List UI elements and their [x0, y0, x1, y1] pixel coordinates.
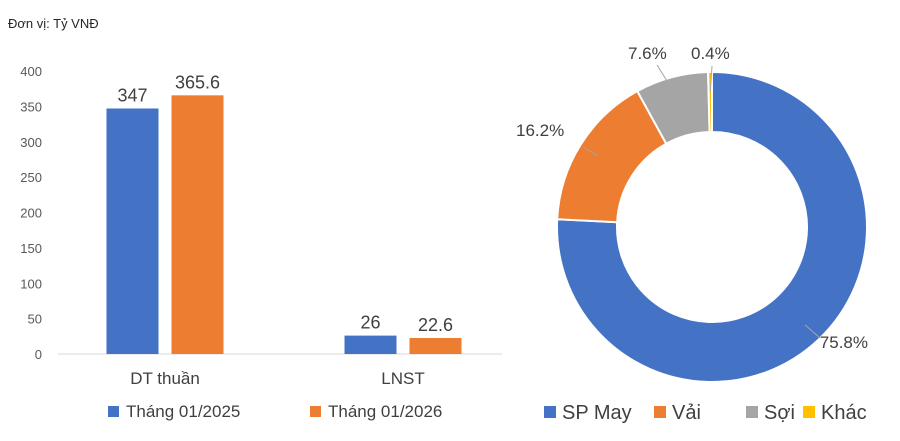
legend-label: Vải: [672, 402, 701, 424]
donut-data-label: 0.4%: [691, 44, 730, 63]
legend-label: SP May: [562, 402, 632, 424]
x-category-label: DT thuần: [130, 369, 200, 388]
legend-swatch: [803, 406, 815, 418]
bar-2-1: [171, 95, 224, 354]
y-tick-label: 150: [20, 241, 42, 256]
donut-slice-1: [556, 70, 868, 383]
bar-legend: Tháng 01/2025 Tháng 01/2026: [108, 402, 442, 421]
legend-label: Sợi: [764, 402, 795, 424]
donut-data-label: 75.8%: [820, 333, 868, 352]
y-tick-label: 0: [35, 347, 42, 362]
bar-data-label: 22.6: [418, 315, 453, 335]
bar-1-1: [106, 108, 159, 354]
bar-data-label: 365.6: [175, 72, 220, 92]
y-tick-label: 200: [20, 206, 42, 221]
legend-swatch: [544, 406, 556, 418]
y-tick-label: 250: [20, 170, 42, 185]
y-tick-label: 50: [28, 312, 42, 327]
bar-2-2: [409, 338, 462, 354]
y-tick-label: 400: [20, 64, 42, 79]
legend-swatch: [108, 406, 119, 417]
bar-marks: 347 365.6 26 22.6: [106, 72, 462, 354]
donut-leader-lines: [582, 64, 821, 339]
y-tick-label: 100: [20, 276, 42, 291]
donut-labels: 75.8% 16.2% 7.6% 0.4%: [516, 44, 868, 352]
donut-chart: 75.8% 16.2% 7.6% 0.4% SP May Vải Sợi Khác: [516, 44, 868, 424]
x-category-label: LNST: [381, 369, 424, 388]
donut-legend: SP May Vải Sợi Khác: [544, 402, 867, 424]
y-axis-ticks: 0 50 100 150 200 250 300 350 400: [20, 64, 42, 362]
legend-swatch: [746, 406, 758, 418]
x-axis-categories: DT thuần LNST: [130, 369, 425, 388]
donut-slices: [556, 70, 868, 383]
donut-data-label: 16.2%: [516, 121, 564, 140]
legend-label: Khác: [821, 402, 867, 424]
leader-line: [804, 324, 821, 339]
legend-label: Tháng 01/2026: [328, 402, 442, 421]
y-tick-label: 300: [20, 135, 42, 150]
leader-line: [656, 64, 678, 97]
legend-swatch: [310, 406, 321, 417]
legend-swatch: [654, 406, 666, 418]
legend-label: Tháng 01/2025: [126, 402, 240, 421]
y-tick-label: 350: [20, 99, 42, 114]
unit-label: Đơn vị: Tỷ VNĐ: [8, 16, 99, 31]
bar-1-2: [344, 335, 397, 354]
leader-line: [709, 65, 713, 93]
bar-data-label: 26: [360, 313, 380, 333]
bar-data-label: 347: [117, 85, 147, 105]
leader-line: [582, 146, 598, 156]
bar-chart: Đơn vị: Tỷ VNĐ 050100150200250300350400 …: [8, 16, 502, 421]
donut-data-label: 7.6%: [628, 44, 667, 63]
